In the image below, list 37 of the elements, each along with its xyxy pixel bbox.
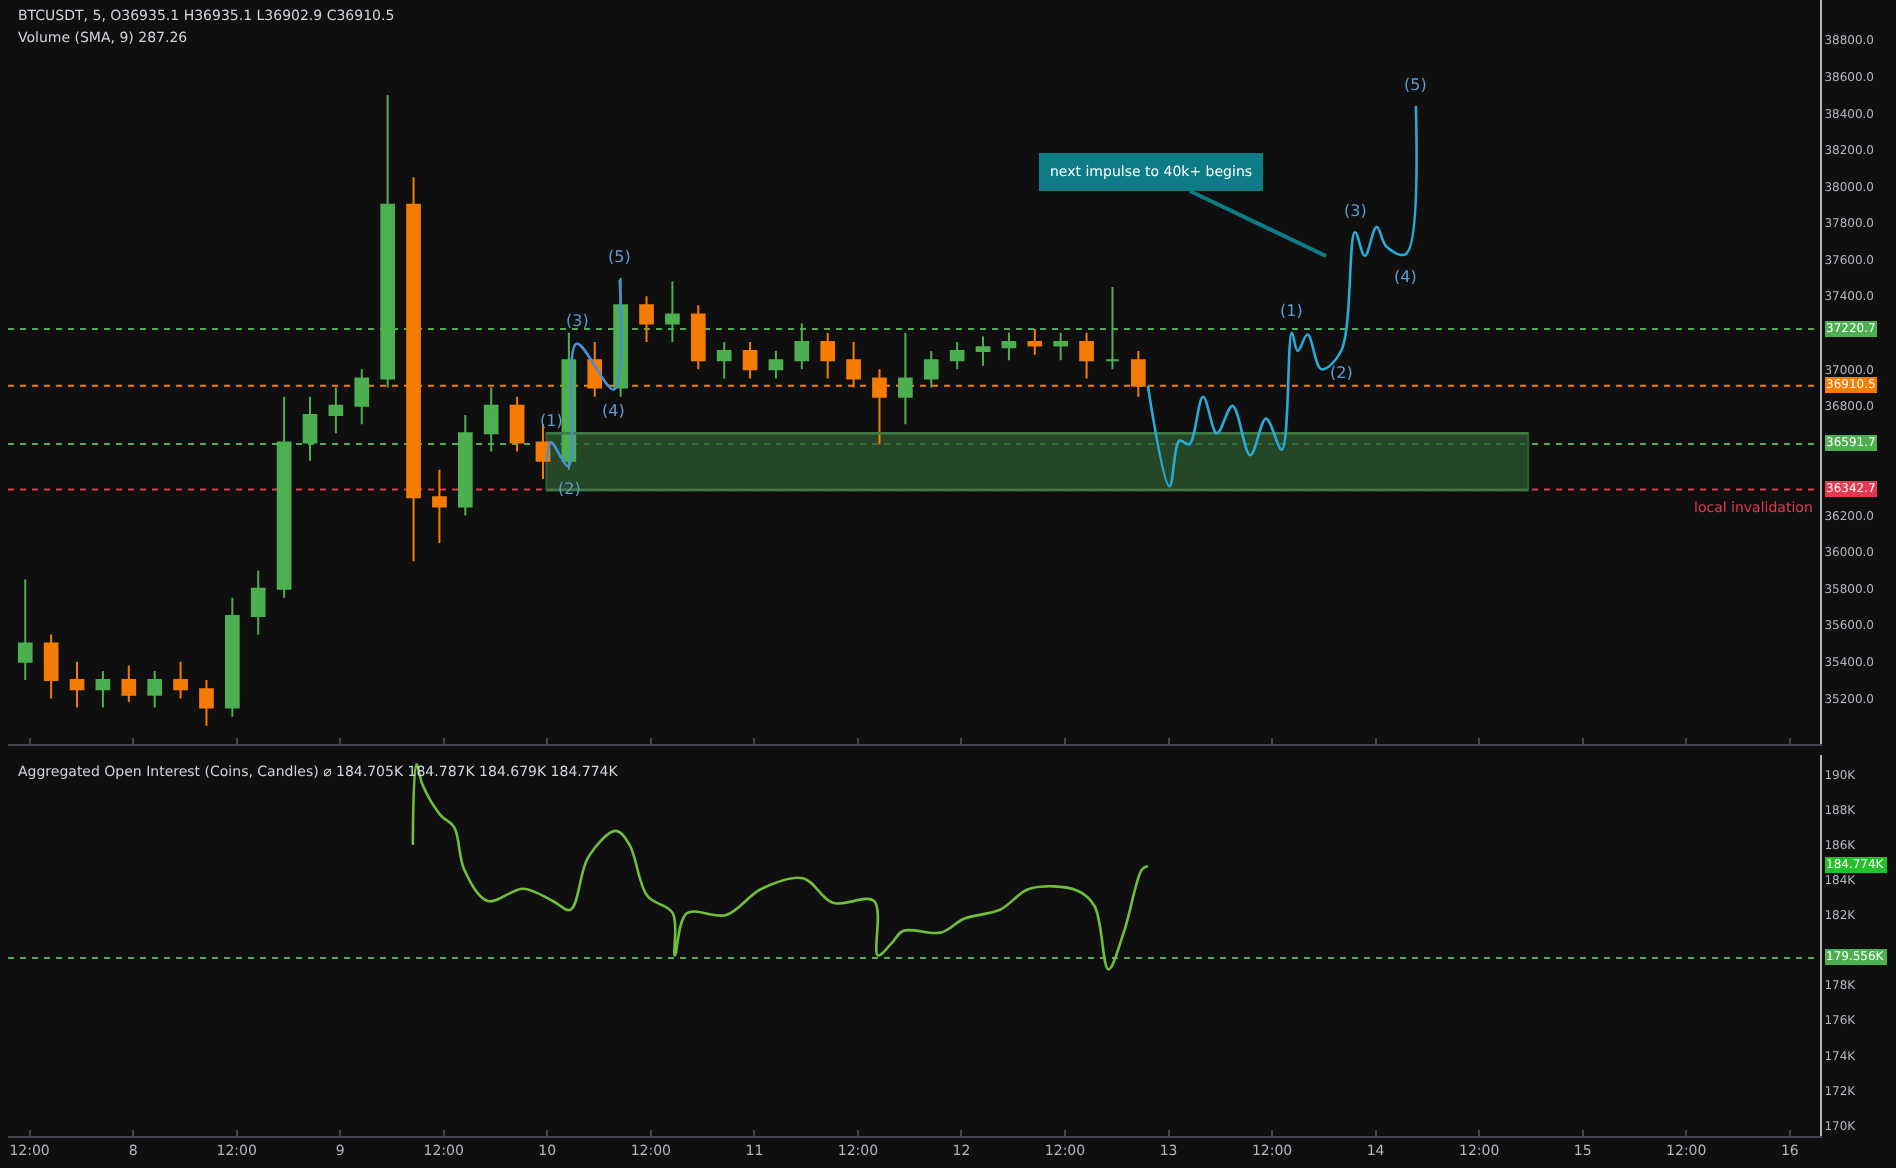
- candlestick: [328, 386, 344, 435]
- candlestick: [690, 304, 706, 371]
- candlestick: [820, 331, 836, 380]
- candlestick: [509, 395, 525, 453]
- candlestick: [1027, 328, 1043, 356]
- annotation: (2): [558, 480, 581, 498]
- candlestick: [432, 468, 447, 544]
- candlestick: [147, 669, 163, 709]
- annotation: (4): [1394, 268, 1417, 286]
- candlestick: [69, 660, 85, 709]
- annotation: (3): [1344, 202, 1367, 220]
- candlestick: [975, 335, 991, 367]
- annotation: (1): [1280, 302, 1303, 320]
- candlestick: [768, 350, 784, 380]
- candlestick: [199, 679, 214, 727]
- candlestick: [716, 340, 732, 380]
- annotation: (4): [602, 402, 625, 420]
- candlestick: [898, 331, 913, 426]
- candlestick: [43, 633, 59, 700]
- candlestick: [121, 664, 137, 704]
- candlestick: [742, 340, 758, 380]
- candlestick: [173, 660, 188, 700]
- annotation: (5): [1404, 76, 1427, 94]
- annotation: (1): [540, 412, 563, 430]
- candlestick: [639, 295, 654, 343]
- candlestick: [95, 669, 111, 709]
- candlestick: [250, 569, 266, 636]
- candlestick: [354, 368, 370, 426]
- candlestick: [1079, 331, 1094, 380]
- candlestick: [1053, 331, 1069, 362]
- candlestick: [17, 578, 33, 682]
- candlestick: [923, 350, 939, 389]
- annotation: (5): [608, 248, 631, 266]
- candlestick: [949, 340, 965, 371]
- candlestick: [225, 596, 240, 718]
- annotation: (2): [1330, 364, 1353, 382]
- annotation: (3): [566, 312, 589, 330]
